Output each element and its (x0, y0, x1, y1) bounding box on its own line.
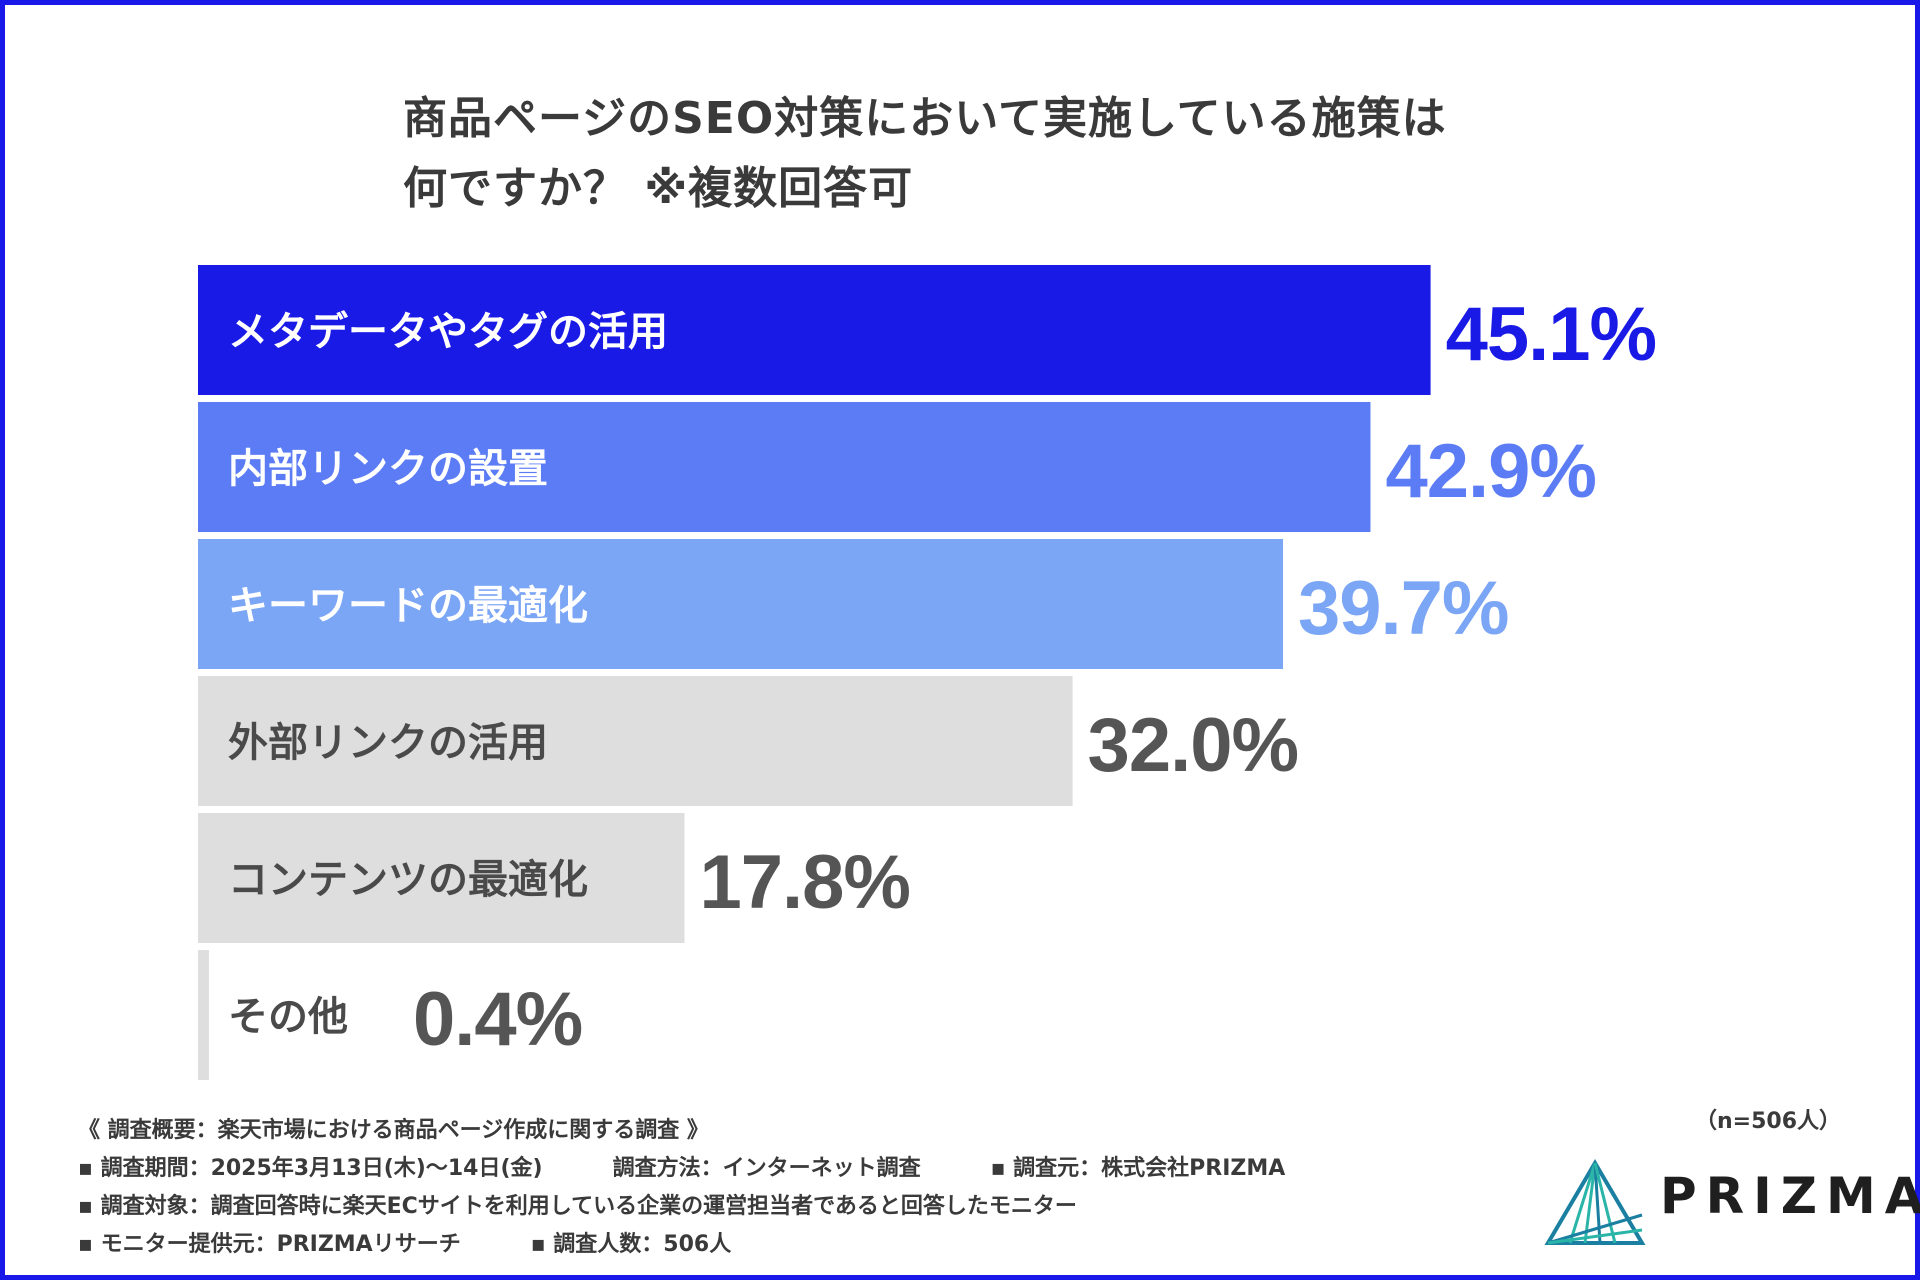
prizma-logo: PRIZMA (1540, 1155, 1920, 1250)
prizma-logo-text: PRIZMA (1660, 1167, 1920, 1225)
bar-5 (198, 813, 685, 943)
bar-2 (198, 402, 1371, 532)
bar-chart: メタデータやタグの活用 45.1% 内部リンクの設置 42.9% キーワードの最適化 39… (198, 265, 1657, 1080)
category-label-5: コンテンツの最適化 (228, 857, 588, 903)
category-label-3: キーワードの最適化 (228, 583, 588, 629)
survey-period-row: ▪ 調査期間：2025年3月13日(木)〜14日(金) 調査方法：インターネット調… (78, 1150, 1285, 1188)
category-label-1: メタデータやタグの活用 (228, 309, 668, 355)
survey-source: ▪ 調査元：株式会社PRIZMA (990, 1156, 1286, 1181)
survey-target: ▪ 調査対象：調査回答時に楽天ECサイトを利用している企業の運営担当者であると回… (78, 1194, 1077, 1219)
survey-provider-row: ▪ モニター提供元：PRIZMAリサーチ ▪ 調査人数：506人 (78, 1226, 1285, 1264)
survey-footer: 《 調査概要：楽天市場における商品ページ作成に関する調査 》 ▪ 調査期間：20… (78, 1112, 1285, 1264)
survey-method: 調査方法：インターネット調査 (612, 1156, 921, 1181)
category-label-2: 内部リンクの設置 (228, 446, 548, 492)
chart-title-line-1: 商品ページのSEO対策において実施している施策は (403, 93, 1447, 144)
value-label-6: 0.4% (413, 977, 582, 1062)
survey-provider: ▪ モニター提供元：PRIZMAリサーチ (78, 1232, 461, 1257)
chart-title: 商品ページのSEO対策において実施している施策は 何ですか？ ※複数回答可 (403, 84, 1447, 224)
prizma-triangle-logo-icon (1544, 1159, 1646, 1245)
survey-count: ▪ 調査人数：506人 (530, 1232, 732, 1257)
value-label-3: 39.7% (1298, 566, 1509, 651)
chart-title-line-2: 何ですか？ ※複数回答可 (403, 163, 914, 214)
value-label-2: 42.9% (1385, 429, 1596, 514)
bar-6 (198, 950, 209, 1080)
value-label-4: 32.0% (1088, 703, 1299, 788)
sample-size: （n=506人） (1695, 1109, 1842, 1134)
category-label-4: 外部リンクの活用 (228, 720, 548, 766)
bar-3 (198, 539, 1284, 669)
value-label-5: 17.8% (699, 840, 910, 925)
value-label-1: 45.1% (1446, 292, 1657, 377)
bar-4 (198, 676, 1073, 806)
survey-period: ▪ 調査期間：2025年3月13日(木)〜14日(金) (78, 1156, 543, 1181)
bar-1 (198, 265, 1431, 395)
category-label-6: その他 (228, 994, 348, 1040)
survey-summary: 《 調査概要：楽天市場における商品ページ作成に関する調査 》 (78, 1118, 709, 1143)
